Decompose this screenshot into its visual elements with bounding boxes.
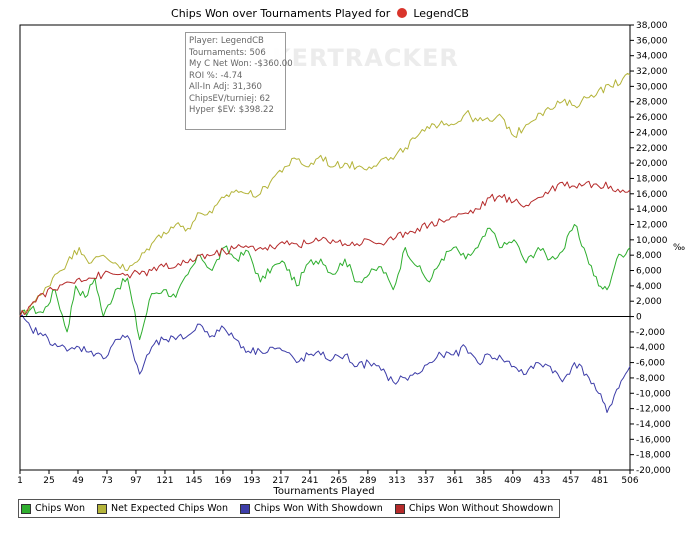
x-tick-label: 49 bbox=[72, 476, 84, 486]
legend-label: Chips Won Without Showdown bbox=[408, 503, 554, 514]
plot-frame bbox=[19, 24, 631, 471]
legend-label: Chips Won bbox=[35, 503, 85, 514]
legend-label: Net Expected Chips Won bbox=[110, 503, 228, 514]
pokerstars-spade-icon bbox=[396, 8, 407, 18]
y-tick-label: -4,000 bbox=[636, 343, 665, 353]
x-tick-label: 241 bbox=[301, 476, 318, 486]
y-axis-unit: ‰ bbox=[673, 243, 686, 253]
y-tick-label: -14,000 bbox=[636, 420, 671, 430]
x-tick-label: 73 bbox=[101, 476, 112, 486]
y-tick-label: -6,000 bbox=[636, 359, 665, 369]
y-tick-label: -18,000 bbox=[636, 451, 671, 461]
tooltip-line-chipsev: ChipsEV/turniej: 62 bbox=[189, 93, 271, 104]
legend-swatch bbox=[239, 503, 250, 514]
chart-title-player: LegendCB bbox=[413, 7, 469, 20]
y-tick-label: -12,000 bbox=[636, 405, 671, 415]
y-tick-label: 20,000 bbox=[636, 159, 668, 169]
legend-label: Chips Won With Showdown bbox=[253, 503, 383, 514]
x-tick-label: 265 bbox=[330, 476, 347, 486]
x-tick-label: 433 bbox=[533, 476, 550, 486]
x-tick-label: 481 bbox=[591, 476, 608, 486]
y-tick-label: 10,000 bbox=[636, 236, 668, 246]
tooltip-line-player: Player: LegendCB bbox=[189, 36, 264, 46]
legend-swatch bbox=[21, 503, 31, 514]
tooltip-line-tournaments: Tournaments: 506 bbox=[189, 47, 266, 58]
y-tick-label: 14,000 bbox=[636, 205, 668, 215]
x-tick-label: 169 bbox=[214, 476, 231, 486]
chart-legend: Chips Won Net Expected Chips Won Chips W… bbox=[18, 499, 561, 518]
series-line-chips-won-without-showdown bbox=[19, 180, 631, 317]
y-tick-label: -10,000 bbox=[636, 389, 671, 399]
y-tick-label: 34,000 bbox=[636, 52, 668, 62]
legend-swatch bbox=[394, 503, 405, 514]
y-tick-label: 2,000 bbox=[636, 297, 662, 307]
legend-swatch bbox=[96, 503, 107, 514]
x-axis-label: Tournaments Played bbox=[273, 486, 375, 497]
tooltip-line-roi: ROI %: -4.74 bbox=[189, 70, 243, 81]
tooltip-line-net-won: My C Net Won: -$360.00 bbox=[189, 59, 293, 69]
y-tick-label: 38,000 bbox=[636, 21, 668, 31]
y-tick-label: 4,000 bbox=[636, 282, 662, 292]
x-tick-label: 217 bbox=[272, 476, 289, 486]
y-tick-label: 6,000 bbox=[636, 267, 662, 277]
x-tick-label: 193 bbox=[243, 476, 260, 486]
y-tick-label: 28,000 bbox=[636, 98, 668, 108]
x-tick-label: 97 bbox=[130, 476, 141, 486]
y-tick-label: 36,000 bbox=[636, 36, 668, 46]
y-tick-label: 30,000 bbox=[636, 82, 668, 92]
x-tick-label: 457 bbox=[562, 476, 579, 486]
legend-item-with-showdown[interactable]: Chips Won With Showdown bbox=[239, 503, 383, 514]
series-line-chips-won bbox=[19, 224, 631, 341]
series-line-chips-won-with-showdown bbox=[19, 314, 631, 413]
y-tick-label: -16,000 bbox=[636, 435, 671, 445]
x-tick-label: 361 bbox=[446, 476, 463, 486]
legend-item-chips-won[interactable]: Chips Won bbox=[21, 503, 85, 514]
x-tick-label: 409 bbox=[504, 476, 521, 486]
y-tick-label: -2,000 bbox=[636, 328, 665, 338]
legend-item-net-expected[interactable]: Net Expected Chips Won bbox=[96, 503, 228, 514]
stats-tooltip: Player: LegendCB Tournaments: 506 My C N… bbox=[185, 32, 293, 130]
y-tick-label: 22,000 bbox=[636, 144, 668, 154]
x-tick-label: 337 bbox=[417, 476, 434, 486]
y-tick-label: 12,000 bbox=[636, 220, 668, 230]
tooltip-line-hyper-ev: Hyper $EV: $398.22 bbox=[189, 105, 274, 115]
pokertracker-watermark: KERTRACKER bbox=[272, 44, 459, 72]
y-tick-label: -20,000 bbox=[636, 466, 671, 476]
tooltip-line-allin-adj: All-In Adj: 31,360 bbox=[189, 82, 262, 92]
x-tick-label: 385 bbox=[475, 476, 492, 486]
y-tick-label: 16,000 bbox=[636, 190, 668, 200]
x-tick-label: 506 bbox=[621, 476, 638, 486]
x-tick-label: 25 bbox=[43, 476, 54, 486]
series-line-net-expected-chips-won bbox=[19, 72, 631, 317]
x-tick-label: 313 bbox=[388, 476, 405, 486]
legend-item-without-showdown[interactable]: Chips Won Without Showdown bbox=[394, 503, 554, 514]
y-tick-label: -8,000 bbox=[636, 374, 665, 384]
y-tick-label: 0 bbox=[636, 313, 642, 323]
y-tick-label: 24,000 bbox=[636, 128, 668, 138]
y-tick-label: 18,000 bbox=[636, 174, 668, 184]
chart-title-text: Chips Won over Tournaments Played for bbox=[171, 7, 391, 20]
y-tick-label: 8,000 bbox=[636, 251, 662, 261]
chart-title: Chips Won over Tournaments Played for Le… bbox=[0, 7, 640, 20]
x-tick-label: 289 bbox=[359, 476, 376, 486]
x-tick-label: 145 bbox=[185, 476, 202, 486]
x-tick-label: 121 bbox=[156, 476, 173, 486]
x-tick-label: 1 bbox=[17, 476, 23, 486]
y-tick-label: 32,000 bbox=[636, 67, 668, 77]
y-tick-label: 26,000 bbox=[636, 113, 668, 123]
